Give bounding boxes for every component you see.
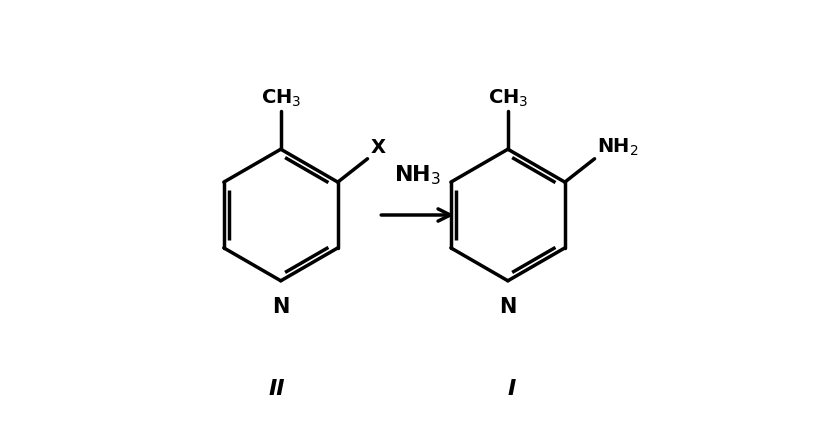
Text: N: N — [498, 297, 516, 317]
Text: II: II — [268, 379, 285, 399]
Text: I: I — [508, 379, 516, 399]
Text: CH$_3$: CH$_3$ — [260, 88, 301, 109]
Text: NH$_3$: NH$_3$ — [393, 164, 440, 187]
Text: N: N — [272, 297, 289, 317]
Text: CH$_3$: CH$_3$ — [487, 88, 527, 109]
Text: X: X — [370, 138, 385, 157]
Text: NH$_2$: NH$_2$ — [596, 137, 638, 158]
